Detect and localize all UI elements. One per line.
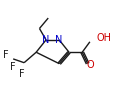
Text: F: F (19, 69, 25, 79)
Text: N: N (55, 35, 62, 45)
Text: OH: OH (96, 33, 111, 43)
Text: F: F (10, 61, 16, 72)
Text: O: O (85, 60, 93, 70)
Text: F: F (3, 50, 8, 60)
Text: N: N (42, 35, 49, 45)
